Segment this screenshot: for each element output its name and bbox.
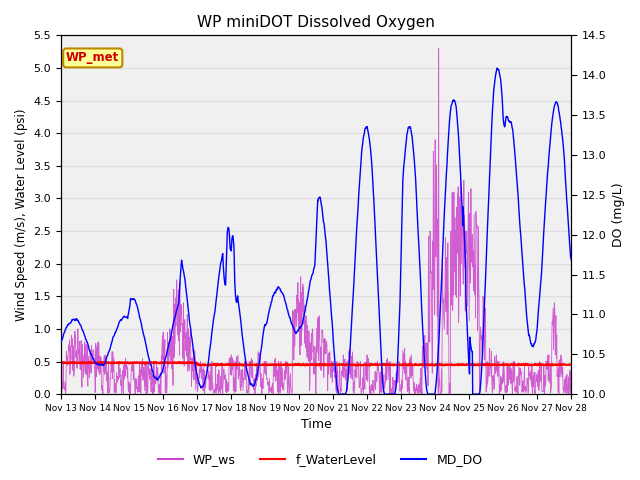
Y-axis label: DO (mg/L): DO (mg/L) — [612, 182, 625, 247]
Text: WP_met: WP_met — [66, 51, 120, 64]
Title: WP miniDOT Dissolved Oxygen: WP miniDOT Dissolved Oxygen — [197, 15, 435, 30]
Legend: WP_ws, f_WaterLevel, MD_DO: WP_ws, f_WaterLevel, MD_DO — [152, 448, 488, 471]
Y-axis label: Wind Speed (m/s), Water Level (psi): Wind Speed (m/s), Water Level (psi) — [15, 108, 28, 321]
X-axis label: Time: Time — [301, 419, 332, 432]
